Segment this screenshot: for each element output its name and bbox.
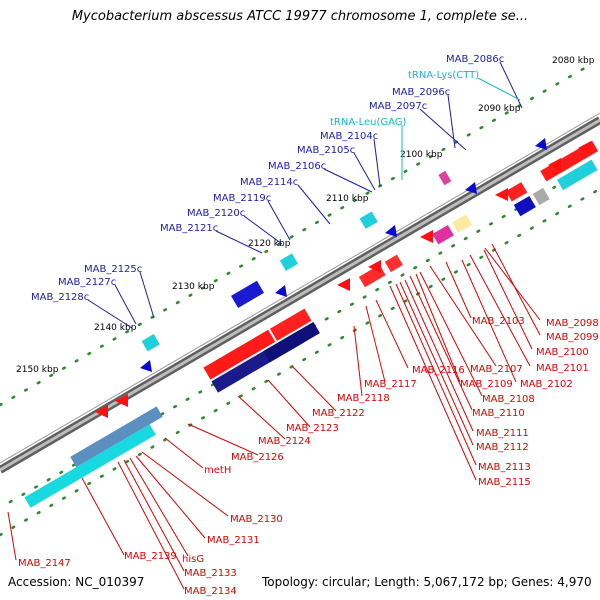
gene-label[interactable]: MAB_2110 [472,408,525,419]
gene-label[interactable]: MAB_2131 [207,535,260,546]
gene-label[interactable]: MAB_2133 [184,568,237,579]
forward-arrows [95,141,591,418]
gene-label[interactable]: MAB_2096c [392,87,450,98]
gene-block-2100[interactable] [513,195,536,217]
gene-label[interactable]: MAB_2113 [478,462,531,473]
lower-leaders [7,243,541,590]
tick-label: 2140 kbp [94,323,137,333]
feature-track [24,138,599,508]
rna-label[interactable]: tRNA-Lys(CTT) [408,70,479,81]
gene-block-2119c[interactable] [279,253,298,271]
gene-block-2108[interactable] [432,224,454,245]
gene-label[interactable]: MAB_2127c [58,277,116,288]
rna-label[interactable]: tRNA-Leu(GAG) [330,117,407,128]
gene-label[interactable]: MAB_2116 [412,365,465,376]
gene-label[interactable]: MAB_2120c [187,208,245,219]
gene-block-2102[interactable] [556,159,598,191]
gene-label[interactable]: MAB_2101 [536,363,589,374]
tick-label: 2110 kbp [326,194,369,204]
gene-block-2103[interactable] [452,214,473,233]
gene-block-2123[interactable] [269,308,312,341]
reverse-arrows [140,138,547,372]
gene-label[interactable]: MAB_2118 [337,393,390,404]
gene-label[interactable]: MAB_2086c [446,54,504,65]
gene-label[interactable]: MAB_2126 [231,452,284,463]
gene-label[interactable]: MAB_2106c [268,161,326,172]
gene-block-2113[interactable] [384,254,403,273]
gene-label[interactable]: MAB_2105c [297,145,355,156]
gene-block-2098[interactable] [532,187,550,206]
gene-label[interactable]: MAB_2104c [320,131,378,142]
gene-label[interactable]: hisG [182,554,204,565]
tick-label: 2090 kbp [478,104,521,114]
gene-label[interactable]: MAB_2139 [124,551,177,562]
gene-label[interactable]: MAB_2119c [213,193,271,204]
gene-label[interactable]: MAB_2107 [470,364,523,375]
gene-block-2126[interactable] [263,321,320,363]
tick-label: 2120 kbp [248,239,291,249]
gene-block-2101[interactable] [540,140,599,182]
gene-label[interactable]: MAB_2099 [546,332,599,343]
tick-label: 2080 kbp [552,56,595,66]
gene-label[interactable]: MAB_2122 [312,408,365,419]
accession-text: Accession: NC_010397 [8,575,145,589]
gene-label[interactable]: metH [204,465,231,476]
gene-block-2147[interactable] [24,424,156,508]
gene-label[interactable]: MAB_2117 [364,379,417,390]
map-title: Mycobacterium abscessus ATCC 19977 chrom… [71,9,529,24]
gene-label[interactable]: MAB_2098 [546,318,599,329]
gene-label[interactable]: MAB_2097c [369,101,427,112]
gene-label[interactable]: MAB_2134 [184,586,237,597]
gene-block-2139[interactable] [70,406,163,468]
tick-label: 2150 kbp [16,365,59,375]
gene-label[interactable]: MAB_2112 [476,442,529,453]
tick-label: 2130 kbp [172,282,215,292]
upper-leaders [87,61,523,329]
gene-block-2125c[interactable] [231,280,265,308]
gene-block-2122[interactable] [203,329,276,380]
gene-block-2099[interactable] [505,182,528,202]
gene-label[interactable]: MAB_2121c [160,223,218,234]
gene-label[interactable]: MAB_2125c [84,264,142,275]
gene-label[interactable]: MAB_2123 [286,423,339,434]
gene-label[interactable]: MAB_2109 [460,379,513,390]
topology-text: Topology: circular; Length: 5,067,172 bp… [262,575,592,589]
gene-label[interactable]: MAB_2124 [258,436,311,447]
gene-label[interactable]: MAB_2130 [230,514,283,525]
gene-label[interactable]: MAB_2114c [240,177,298,188]
gene-label[interactable]: MAB_2115 [478,477,531,488]
gene-label[interactable]: MAB_2147 [18,558,71,569]
lower-labels: MAB_2098 MAB_2099 MAB_2100 MAB_2101 MAB_… [18,316,599,597]
gene-label[interactable]: MAB_2128c [31,292,89,303]
gene-block-2128c[interactable] [141,334,160,352]
gene-label[interactable]: MAB_2100 [536,347,589,358]
tick-labels: 2080 kbp 2090 kbp 2100 kbp 2110 kbp 2120… [16,56,595,375]
gene-label[interactable]: MAB_2103 [472,316,525,327]
gene-label[interactable]: MAB_2108 [482,394,535,405]
gene-label[interactable]: MAB_2111 [476,428,529,439]
gene-block-2106c[interactable] [359,211,378,229]
gene-block-2097c[interactable] [438,170,452,186]
upper-labels: MAB_2086c tRNA-Lys(CTT) MAB_2096c MAB_20… [31,54,504,303]
gene-label[interactable]: MAB_2102 [520,379,573,390]
tick-label: 2100 kbp [400,150,443,160]
